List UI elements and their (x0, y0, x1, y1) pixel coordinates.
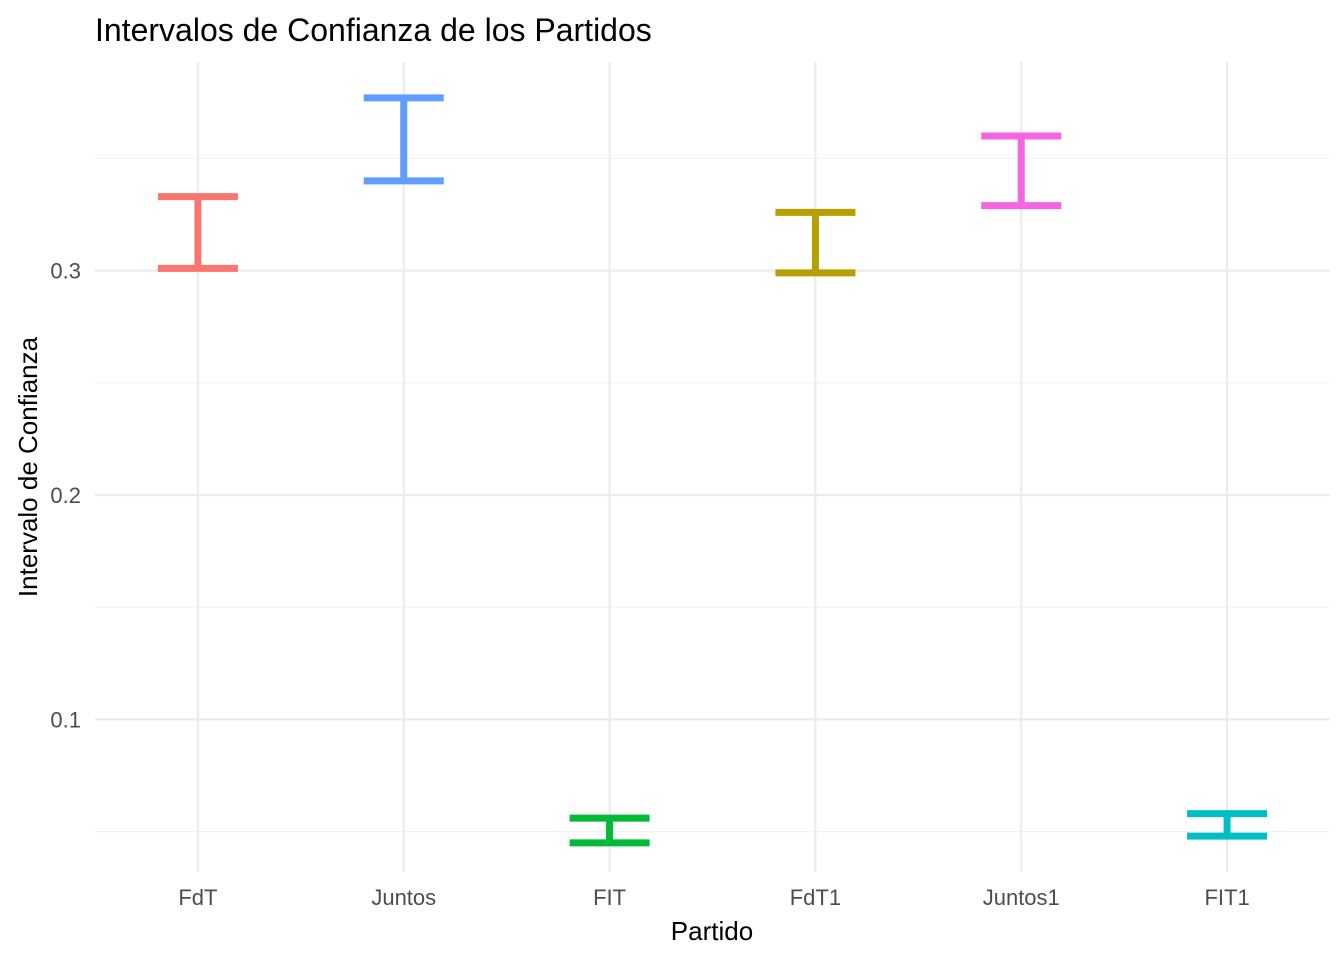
x-tick-label: FIT1 (1204, 885, 1249, 910)
y-tick-label: 0.3 (50, 259, 81, 284)
y-tick-label: 0.2 (50, 483, 81, 508)
x-tick-label: Juntos (371, 885, 436, 910)
y-axis-ticks: 0.1 0.2 0.3 (50, 259, 81, 733)
x-tick-label: FIT (593, 885, 626, 910)
errorbar-fit (569, 814, 650, 847)
x-tick-label: FdT1 (790, 885, 841, 910)
x-axis-ticks: FdT Juntos FIT FdT1 Juntos1 FIT1 (178, 885, 1249, 910)
errorbar-fdt (157, 193, 238, 272)
errorbar-fit1 (1187, 810, 1268, 840)
x-axis-title: Partido (671, 916, 753, 946)
x-tick-label: FdT (178, 885, 217, 910)
errorbar-juntos (363, 94, 444, 185)
x-tick-label: Juntos1 (983, 885, 1060, 910)
errorbar-juntos1 (981, 132, 1062, 210)
errorbar-fdt1 (775, 208, 856, 277)
chart-title: Intervalos de Confianza de los Partidos (95, 12, 652, 48)
y-tick-label: 0.1 (50, 707, 81, 732)
y-axis-title: Intervalo de Confianza (13, 336, 43, 597)
error-bars (157, 94, 1268, 847)
